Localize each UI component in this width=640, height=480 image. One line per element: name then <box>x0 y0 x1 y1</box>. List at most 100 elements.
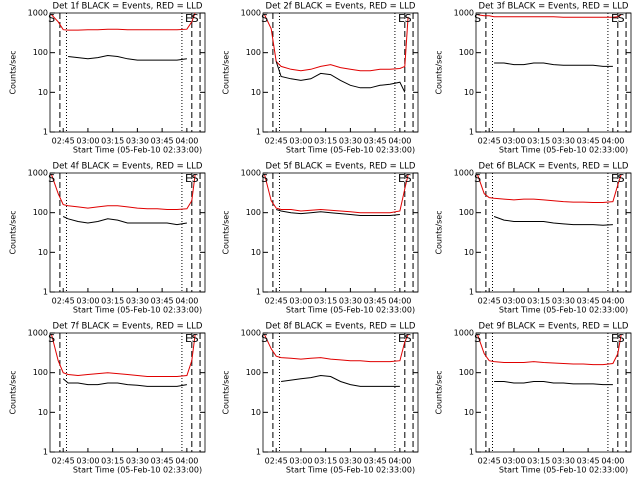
y-tick-label: 1 <box>43 448 48 457</box>
annotation: S <box>474 12 481 25</box>
plot-frame <box>49 12 206 133</box>
x-tick-label: 04:00 <box>601 457 624 466</box>
x-axis-label: Start Time (05-Feb-10 02:33:00) <box>73 146 202 155</box>
y-axis-label: Counts/sec <box>9 370 18 414</box>
series-line <box>493 216 613 226</box>
annotation: S <box>405 172 412 185</box>
series-line <box>51 174 196 210</box>
x-tick-label: 04:00 <box>175 297 198 306</box>
x-tick-label: 03:15 <box>527 457 550 466</box>
y-tick-label: 1 <box>43 288 48 297</box>
y-tick-label: 10 <box>464 408 474 417</box>
panel: Det 2f BLACK = Events, RED = LLD 1 10 100 10… <box>222 2 419 155</box>
y-tick-label: 100 <box>459 208 474 217</box>
plot-frame <box>262 12 419 133</box>
annotation: E <box>611 332 618 345</box>
x-tick-label: 03:15 <box>101 297 124 306</box>
x-tick-label: 03:45 <box>577 457 600 466</box>
annotation: S <box>618 12 625 25</box>
y-tick-label: 1 <box>469 128 474 137</box>
x-tick-label: 03:30 <box>126 137 149 146</box>
chart-title: Det 2f BLACK = Events, RED = LLD <box>266 2 416 12</box>
panel: Det 4f BLACK = Events, RED = LLD 1 10 100 10… <box>9 162 206 315</box>
y-axis-label: Counts/sec <box>435 50 444 94</box>
plot-frame <box>475 12 632 133</box>
y-axis-label: Counts/sec <box>435 370 444 414</box>
annotation: S <box>48 12 55 25</box>
x-tick-label: 04:00 <box>601 297 624 306</box>
annotation: E <box>398 332 405 345</box>
y-tick-label: 1 <box>256 288 261 297</box>
x-tick-label: 02:45 <box>478 457 501 466</box>
x-tick-label: 04:00 <box>601 137 624 146</box>
annotation: S <box>405 332 412 345</box>
panel: Det 8f BLACK = Events, RED = LLD 1 10 100 10… <box>222 322 419 475</box>
annotation: S <box>192 172 199 185</box>
x-tick-label: 03:45 <box>364 457 387 466</box>
y-axis-label: Counts/sec <box>9 50 18 94</box>
plot-frame <box>475 172 632 293</box>
y-tick-label: 1000 <box>454 169 474 178</box>
chart-title: Det 5f BLACK = Events, RED = LLD <box>266 162 416 172</box>
x-tick-label: 03:30 <box>126 457 149 466</box>
panel: Det 1f BLACK = Events, RED = LLD 1 10 100 10… <box>9 2 206 155</box>
y-tick-label: 100 <box>246 368 261 377</box>
annotation: S <box>474 172 481 185</box>
series-line <box>68 54 187 61</box>
plot-frame <box>49 332 206 453</box>
y-tick-label: 1000 <box>28 169 48 178</box>
x-tick-label: 02:45 <box>52 297 75 306</box>
chart-title: Det 1f BLACK = Events, RED = LLD <box>53 2 203 12</box>
y-tick-label: 100 <box>246 48 261 57</box>
annotation: S <box>261 332 268 345</box>
panel: Det 9f BLACK = Events, RED = LLD 1 10 100 10… <box>435 322 632 475</box>
annotation: S <box>618 172 625 185</box>
panel: Det 7f BLACK = Events, RED = LLD 1 10 100 10… <box>9 322 206 475</box>
plot-frame <box>475 332 632 453</box>
y-tick-label: 1 <box>469 448 474 457</box>
x-tick-label: 03:15 <box>101 137 124 146</box>
series-line <box>477 334 622 366</box>
y-axis-label: Counts/sec <box>222 210 231 254</box>
x-tick-label: 03:30 <box>552 457 575 466</box>
series-line <box>276 209 400 216</box>
x-tick-label: 04:00 <box>175 457 198 466</box>
y-tick-label: 100 <box>459 48 474 57</box>
x-tick-label: 03:15 <box>527 137 550 146</box>
y-tick-label: 100 <box>246 208 261 217</box>
y-axis-label: Counts/sec <box>222 50 231 94</box>
y-axis-label: Counts/sec <box>9 210 18 254</box>
series-line <box>62 216 187 226</box>
x-tick-label: 03:00 <box>502 137 525 146</box>
x-tick-label: 03:15 <box>314 137 337 146</box>
y-tick-label: 10 <box>251 408 261 417</box>
x-tick-label: 03:45 <box>151 137 174 146</box>
y-tick-label: 10 <box>464 248 474 257</box>
panel: Det 3f BLACK = Events, RED = LLD 1 10 100 10… <box>435 2 632 155</box>
x-axis-label: Start Time (05-Feb-10 02:33:00) <box>286 306 415 315</box>
x-tick-label: 03:00 <box>502 297 525 306</box>
x-tick-label: 04:00 <box>175 137 198 146</box>
x-tick-label: 03:30 <box>339 297 362 306</box>
y-tick-label: 1000 <box>241 329 261 338</box>
x-tick-label: 03:30 <box>126 297 149 306</box>
x-tick-label: 03:30 <box>339 137 362 146</box>
series-line <box>494 62 613 67</box>
x-axis-label: Start Time (05-Feb-10 02:33:00) <box>286 466 415 475</box>
series-line <box>264 174 409 214</box>
annotation: E <box>185 172 192 185</box>
series-line <box>477 14 622 18</box>
x-tick-label: 03:00 <box>289 297 312 306</box>
chart-title: Det 8f BLACK = Events, RED = LLD <box>266 322 416 332</box>
series-line <box>264 334 409 363</box>
x-tick-label: 03:00 <box>76 457 99 466</box>
panel: Det 5f BLACK = Events, RED = LLD 1 10 100 10… <box>222 162 419 315</box>
x-axis-label: Start Time (05-Feb-10 02:33:00) <box>73 466 202 475</box>
x-tick-label: 03:15 <box>101 457 124 466</box>
x-tick-label: 02:45 <box>265 297 288 306</box>
x-tick-label: 03:30 <box>552 297 575 306</box>
x-tick-label: 02:45 <box>265 137 288 146</box>
x-tick-label: 03:45 <box>151 297 174 306</box>
